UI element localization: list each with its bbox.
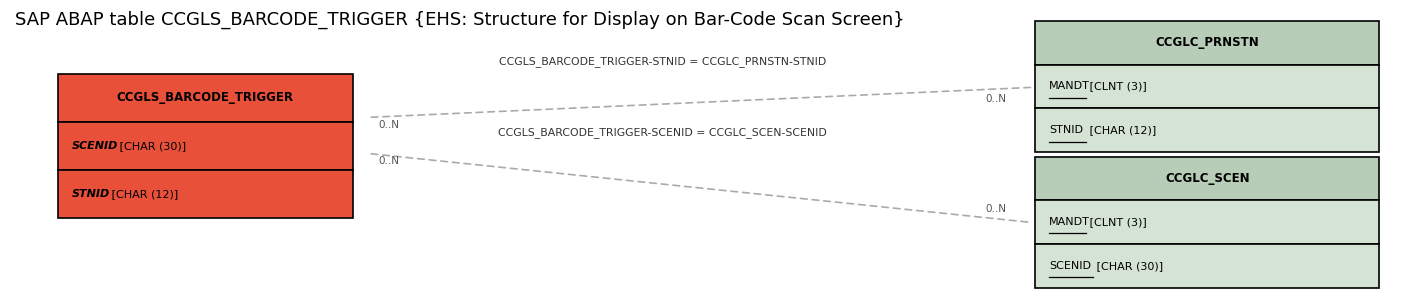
Text: MANDT: MANDT: [1050, 217, 1091, 227]
Text: CCGLS_BARCODE_TRIGGER-STNID = CCGLC_PRNSTN-STNID: CCGLS_BARCODE_TRIGGER-STNID = CCGLC_PRNS…: [499, 56, 826, 67]
Text: CCGLC_SCEN: CCGLC_SCEN: [1165, 172, 1250, 185]
Text: CCGLS_BARCODE_TRIGGER: CCGLS_BARCODE_TRIGGER: [117, 91, 294, 104]
Text: [CHAR (30)]: [CHAR (30)]: [1093, 261, 1162, 271]
Bar: [1036, 21, 1379, 65]
Text: SAP ABAP table CCGLS_BARCODE_TRIGGER {EHS: Structure for Display on Bar-Code Sca: SAP ABAP table CCGLS_BARCODE_TRIGGER {EH…: [15, 10, 905, 29]
Bar: [58, 122, 352, 170]
Text: [CLNT (3)]: [CLNT (3)]: [1085, 217, 1147, 227]
Text: 0..N: 0..N: [378, 120, 399, 130]
Text: MANDT: MANDT: [1050, 81, 1091, 92]
Text: SCENID: SCENID: [1050, 261, 1091, 271]
Text: [CHAR (12)]: [CHAR (12)]: [108, 189, 179, 199]
Bar: [58, 170, 352, 218]
Text: [CHAR (12)]: [CHAR (12)]: [1085, 125, 1155, 135]
Text: 0..N: 0..N: [378, 156, 399, 166]
Text: 0..N: 0..N: [986, 204, 1007, 214]
Text: SCENID: SCENID: [72, 141, 118, 151]
Text: CCGLC_PRNSTN: CCGLC_PRNSTN: [1155, 36, 1260, 49]
Bar: [1036, 200, 1379, 244]
Text: STNID: STNID: [1050, 125, 1084, 135]
Text: 0..N: 0..N: [986, 94, 1007, 104]
Text: CCGLS_BARCODE_TRIGGER-SCENID = CCGLC_SCEN-SCENID: CCGLS_BARCODE_TRIGGER-SCENID = CCGLC_SCE…: [497, 127, 827, 138]
Text: [CHAR (30)]: [CHAR (30)]: [116, 141, 186, 151]
Bar: [1036, 108, 1379, 152]
Bar: [1036, 244, 1379, 288]
Text: STNID: STNID: [72, 189, 110, 199]
Bar: [1036, 65, 1379, 108]
Bar: [58, 74, 352, 122]
Text: [CLNT (3)]: [CLNT (3)]: [1085, 81, 1147, 92]
Bar: [1036, 157, 1379, 200]
